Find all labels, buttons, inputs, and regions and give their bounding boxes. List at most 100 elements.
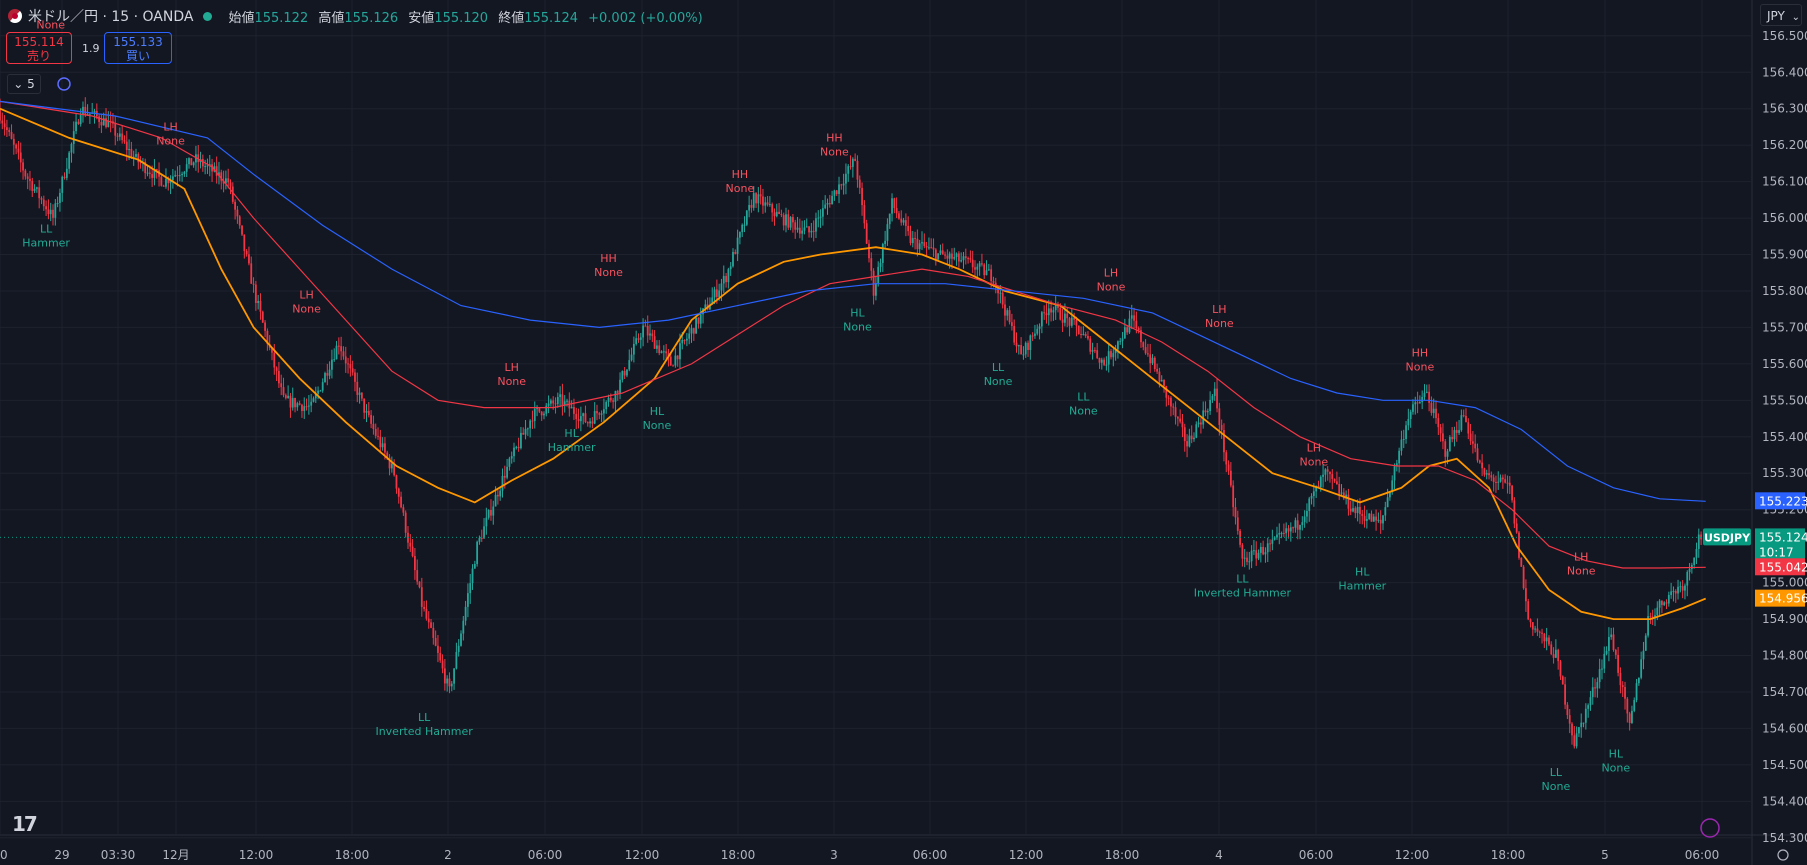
candle xyxy=(886,218,889,246)
candle xyxy=(1681,580,1684,599)
candle-body xyxy=(1430,402,1433,413)
candle xyxy=(1022,346,1025,360)
candle xyxy=(29,170,31,191)
candle xyxy=(264,320,266,338)
candle-body xyxy=(863,205,866,224)
candle-body xyxy=(1559,661,1562,677)
symbol-title[interactable]: 米ドル／円 · 15 · OANDA xyxy=(28,9,194,25)
candle xyxy=(469,573,472,604)
candle xyxy=(248,246,250,266)
candle-body xyxy=(1340,492,1343,494)
candle-body xyxy=(715,289,718,297)
candle-body xyxy=(692,328,695,334)
candle xyxy=(1195,421,1198,439)
candle-body xyxy=(909,231,912,244)
gear-icon[interactable] xyxy=(1777,849,1789,861)
swing-label-text: LL xyxy=(40,223,53,236)
candle xyxy=(810,223,813,238)
candle-body xyxy=(1066,313,1069,319)
candle-body xyxy=(29,178,31,181)
candle-body xyxy=(40,198,43,200)
candle xyxy=(598,411,601,420)
candle-body xyxy=(423,606,426,609)
candle xyxy=(1582,722,1585,728)
swing-label-text: HL xyxy=(1355,565,1370,578)
candle-body xyxy=(0,108,1,121)
candle xyxy=(1047,299,1050,326)
candle-body xyxy=(566,400,568,402)
candle xyxy=(531,410,534,429)
candle-body xyxy=(450,683,453,687)
candle-body xyxy=(851,158,854,167)
candle-body xyxy=(54,203,57,218)
candle-body xyxy=(722,275,725,284)
candle xyxy=(1377,512,1380,523)
candle xyxy=(688,326,691,345)
candle xyxy=(367,402,370,418)
candle xyxy=(621,370,624,383)
candle-body xyxy=(764,202,767,206)
indicator-toggle[interactable]: ⌄ 5 xyxy=(7,74,41,94)
price-tick-label: 155.400 xyxy=(1762,430,1807,444)
candle xyxy=(969,250,972,263)
candle-body xyxy=(372,423,375,430)
price-tag-bg xyxy=(1755,589,1805,607)
candle-body xyxy=(1015,342,1018,347)
candle xyxy=(1402,429,1405,449)
candle-body xyxy=(695,317,698,334)
candle-body xyxy=(289,395,292,408)
candle-body xyxy=(501,475,504,491)
candle-body xyxy=(1531,622,1534,630)
swing-label-text: HH xyxy=(826,132,843,145)
candle xyxy=(342,346,345,360)
candle xyxy=(1605,646,1608,656)
candle-body xyxy=(169,180,172,184)
candle xyxy=(1647,605,1649,638)
candle xyxy=(1105,356,1108,371)
candle xyxy=(407,526,409,550)
candle-body xyxy=(1100,359,1103,363)
candle xyxy=(877,261,880,287)
candle-body xyxy=(125,141,128,150)
candle-body xyxy=(487,509,490,518)
candle-body xyxy=(868,243,870,259)
candle xyxy=(1100,357,1103,370)
buy-label: 買い xyxy=(125,49,150,63)
swing-label-text: None xyxy=(1069,404,1098,417)
swing-label-text: HH xyxy=(732,168,749,181)
candle-body xyxy=(15,144,18,149)
price-tick-label: 154.400 xyxy=(1762,794,1807,808)
candle-body xyxy=(506,466,508,478)
candle xyxy=(114,115,117,146)
buy-button[interactable]: 155.133 買い xyxy=(104,32,172,64)
chart-header: 米ドル／円 · 15 · OANDA 始値155.122 高値155.126 安… xyxy=(8,6,703,26)
candle xyxy=(1232,480,1235,517)
candle-body xyxy=(941,250,944,255)
candle-body xyxy=(1156,368,1159,372)
candle xyxy=(879,258,882,273)
candle xyxy=(586,421,589,427)
candle-body xyxy=(792,217,794,223)
candle xyxy=(1506,475,1509,494)
candle-body xyxy=(1006,310,1009,316)
candle xyxy=(506,458,508,480)
candle xyxy=(605,400,608,414)
currency-select[interactable]: JPY ⌄ xyxy=(1760,4,1802,26)
candle-body xyxy=(310,401,313,406)
candle xyxy=(1418,395,1421,404)
candle xyxy=(623,367,626,380)
candle-body xyxy=(646,325,649,336)
sell-button[interactable]: 155.114 売り xyxy=(6,32,72,64)
candle-body xyxy=(1481,462,1484,469)
candle xyxy=(1536,618,1539,637)
candle-body xyxy=(395,475,398,489)
candle-body xyxy=(1375,516,1377,521)
candle xyxy=(1303,510,1306,528)
candle-body xyxy=(238,216,241,226)
candle-body xyxy=(1460,415,1463,431)
candle xyxy=(393,459,396,477)
candle-body xyxy=(992,281,995,283)
